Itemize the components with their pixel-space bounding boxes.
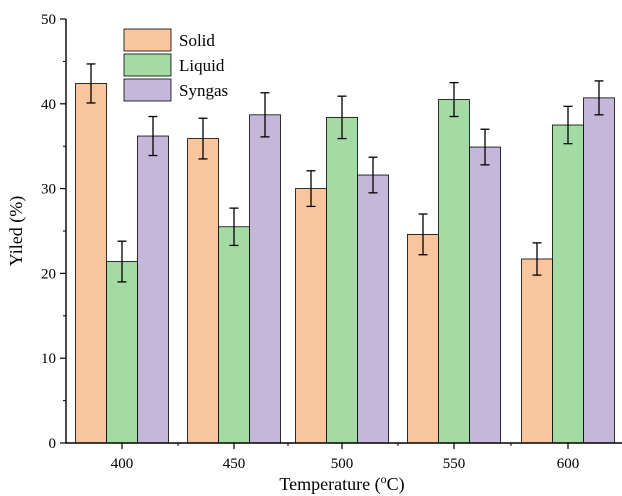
- error-bar-liquid-500: [337, 95, 347, 140]
- y-tick-label: 0: [49, 436, 57, 452]
- error-bar-liquid-450: [229, 207, 239, 247]
- error-bar-syngas-600: [594, 80, 604, 116]
- error-bar-liquid-550: [449, 81, 459, 118]
- tick-layer: 0 10 20 30 40 50 400 450 500 550 600: [41, 12, 579, 472]
- bar-solid-500: [295, 188, 327, 444]
- x-tick-label: 400: [111, 456, 134, 472]
- legend-swatch-liquid: [123, 53, 172, 77]
- error-bar-liquid-600: [563, 105, 573, 145]
- error-bar-solid-400: [86, 63, 96, 104]
- y-axis-title: Yiled (%): [6, 196, 27, 266]
- bar-syngas-450: [249, 114, 281, 444]
- error-bar-solid-500: [306, 170, 316, 208]
- x-tick-label: 450: [223, 456, 246, 472]
- x-tick-label: 550: [443, 456, 466, 472]
- x-axis-title: Temperature (oC): [279, 472, 404, 495]
- bar-solid-550: [407, 233, 439, 444]
- bars-layer: [75, 83, 615, 444]
- y-tick-label: 10: [41, 351, 56, 367]
- error-bar-solid-450: [198, 117, 208, 160]
- legend: Solid Liquid Syngas: [123, 28, 228, 102]
- y-tick-label: 30: [41, 182, 56, 198]
- legend-swatch-syngas: [123, 78, 172, 102]
- error-bars-layer: [86, 63, 604, 283]
- x-tick-label: 500: [331, 456, 354, 472]
- error-bar-syngas-550: [480, 128, 490, 166]
- bar-liquid-450: [218, 226, 250, 444]
- bar-syngas-500: [357, 174, 389, 444]
- bar-solid-400: [75, 83, 107, 444]
- x-tick-label: 600: [557, 456, 580, 472]
- bar-liquid-500: [326, 116, 358, 444]
- y-tick-label: 50: [41, 12, 56, 28]
- bar-syngas-400: [137, 135, 169, 444]
- bar-liquid-600: [552, 124, 584, 444]
- legend-label-syngas: Syngas: [179, 81, 228, 100]
- legend-swatch-solid: [123, 28, 172, 52]
- legend-label-liquid: Liquid: [179, 56, 225, 75]
- bar-solid-450: [187, 138, 219, 444]
- bar-syngas-600: [583, 97, 615, 444]
- error-bar-syngas-500: [368, 156, 378, 194]
- error-bar-syngas-450: [260, 92, 270, 138]
- error-bar-syngas-400: [148, 115, 158, 157]
- y-tick-label: 20: [41, 266, 56, 282]
- bar-syngas-550: [469, 146, 501, 444]
- bar-liquid-550: [438, 99, 470, 444]
- bar-solid-600: [521, 258, 553, 444]
- legend-label-solid: Solid: [179, 31, 215, 50]
- bar-liquid-400: [106, 261, 138, 444]
- error-bar-solid-550: [418, 213, 428, 256]
- error-bar-liquid-400: [117, 240, 127, 283]
- error-bar-solid-600: [532, 242, 542, 276]
- y-tick-label: 40: [41, 97, 56, 113]
